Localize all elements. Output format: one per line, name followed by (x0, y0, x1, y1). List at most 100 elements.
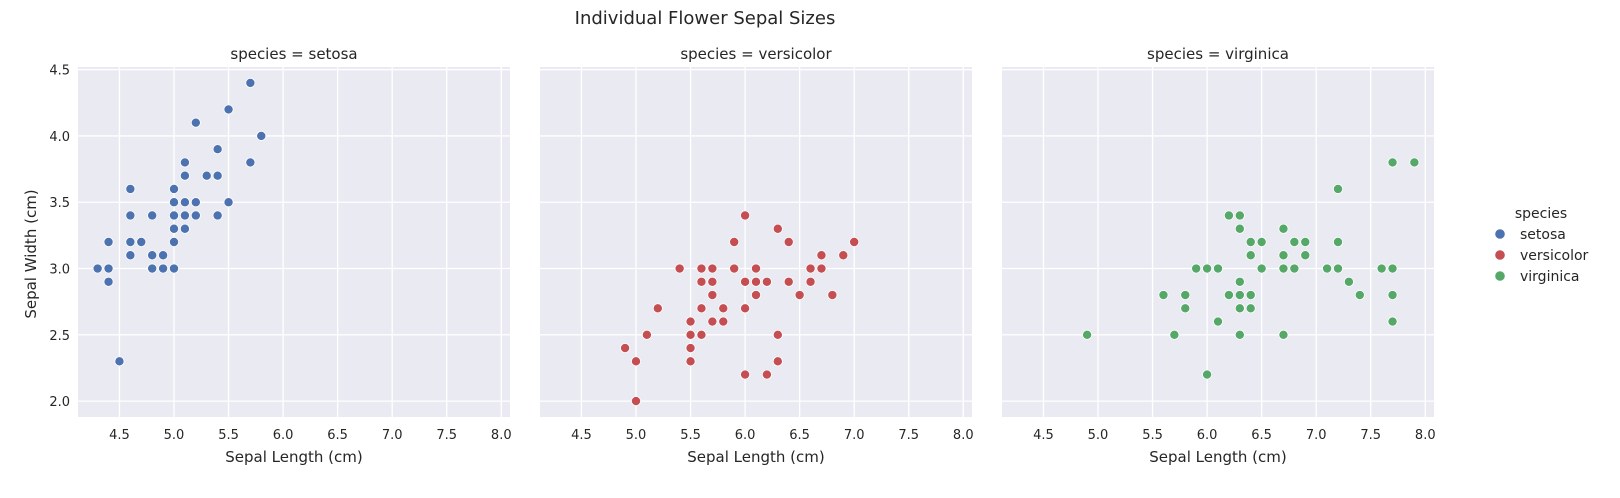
x-tick-label: 8.0 (491, 428, 512, 443)
x-tick-label: 5.5 (218, 428, 239, 443)
data-point-virginica (1158, 290, 1169, 301)
data-point-setosa (147, 263, 158, 274)
data-point-setosa (190, 210, 201, 221)
data-point-setosa (125, 236, 136, 247)
x-tick-label: 7.0 (844, 428, 865, 443)
data-point-virginica (1333, 263, 1344, 274)
data-point-versicolor (707, 316, 718, 327)
data-point-setosa (190, 197, 201, 208)
data-point-setosa (179, 157, 190, 168)
data-point-virginica (1234, 276, 1245, 287)
x-tick-label: 6.5 (327, 428, 348, 443)
data-point-setosa (212, 170, 223, 181)
data-point-versicolor (805, 263, 816, 274)
data-point-setosa (114, 356, 125, 367)
panel-title: species = virginica (1147, 45, 1289, 63)
data-point-versicolor (718, 303, 729, 314)
panel-title: species = versicolor (680, 45, 832, 63)
data-point-setosa (92, 263, 103, 274)
data-point-virginica (1245, 290, 1256, 301)
data-point-setosa (212, 210, 223, 221)
data-point-virginica (1234, 223, 1245, 234)
legend-label: versicolor (1520, 248, 1589, 264)
data-point-setosa (136, 236, 147, 247)
data-point-setosa (245, 157, 256, 168)
x-tick-label: 5.5 (680, 428, 701, 443)
data-point-virginica (1202, 263, 1213, 274)
panels-layer: 4.5 5.0 5.5 6.0 6.5 7.0 7.5 8.0 2.0 2.5 3.0 3.5 4.0 4… (49, 45, 1435, 466)
data-point-setosa (147, 250, 158, 261)
data-point-versicolor (631, 356, 642, 367)
legend-marker (1494, 270, 1506, 282)
data-point-virginica (1376, 263, 1387, 274)
x-tick-label: 5.5 (1142, 428, 1163, 443)
data-point-virginica (1180, 290, 1191, 301)
data-point-versicolor (685, 329, 696, 340)
data-point-virginica (1256, 263, 1267, 274)
x-tick-label: 6.0 (735, 428, 756, 443)
data-point-setosa (103, 263, 114, 274)
data-point-versicolor (631, 396, 642, 407)
data-point-versicolor (729, 263, 740, 274)
data-point-setosa (212, 144, 223, 155)
chart-title: Individual Flower Sepal Sizes (575, 8, 836, 29)
data-point-versicolor (718, 316, 729, 327)
data-point-versicolor (685, 356, 696, 367)
x-axis-label: Sepal Length (cm) (687, 448, 824, 466)
y-tick-label: 2.0 (49, 395, 70, 410)
data-point-versicolor (838, 250, 849, 261)
data-point-setosa (168, 183, 179, 194)
data-point-versicolor (707, 276, 718, 287)
data-point-virginica (1245, 250, 1256, 261)
data-point-setosa (125, 250, 136, 261)
data-point-versicolor (641, 329, 652, 340)
panel-virginica: 4.5 5.0 5.5 6.0 6.5 7.0 7.5 8.0 species = virgin… (1002, 45, 1436, 466)
data-point-versicolor (696, 329, 707, 340)
data-point-setosa (103, 236, 114, 247)
data-point-virginica (1234, 210, 1245, 221)
y-tick-label: 3.5 (49, 196, 70, 211)
data-point-virginica (1409, 157, 1420, 168)
x-tick-label: 7.5 (898, 428, 919, 443)
data-point-virginica (1333, 183, 1344, 194)
data-point-virginica (1202, 369, 1213, 380)
data-point-setosa (245, 77, 256, 88)
data-point-setosa (179, 170, 190, 181)
data-point-setosa (168, 223, 179, 234)
legend-label: virginica (1520, 269, 1580, 285)
panel-versicolor: 4.5 5.0 5.5 6.0 6.5 7.0 7.5 8.0 species = versic… (540, 45, 974, 466)
x-tick-label: 6.0 (273, 428, 294, 443)
legend-item-virginica: virginica (1494, 269, 1580, 285)
data-point-versicolor (696, 303, 707, 314)
data-point-versicolor (816, 263, 827, 274)
x-tick-label: 6.5 (789, 428, 810, 443)
data-point-versicolor (740, 369, 751, 380)
panel-setosa: 4.5 5.0 5.5 6.0 6.5 7.0 7.5 8.0 2.0 2.5 3.0 3.5 4.0 4… (49, 45, 511, 466)
data-point-versicolor (652, 303, 663, 314)
data-point-versicolor (740, 276, 751, 287)
legend-item-setosa: setosa (1494, 227, 1566, 243)
legend-marker (1494, 228, 1506, 240)
x-tick-label: 5.0 (164, 428, 185, 443)
x-tick-label: 5.0 (1088, 428, 1109, 443)
panel-background (540, 67, 972, 417)
data-point-setosa (179, 210, 190, 221)
x-tick-label: 6.0 (1197, 428, 1218, 443)
data-point-setosa (168, 210, 179, 221)
data-point-versicolor (685, 316, 696, 327)
data-point-virginica (1300, 250, 1311, 261)
data-point-setosa (223, 104, 234, 115)
data-point-setosa (201, 170, 212, 181)
data-point-virginica (1343, 276, 1354, 287)
y-tick-label: 4.5 (49, 64, 70, 79)
x-tick-label: 4.5 (571, 428, 592, 443)
data-point-virginica (1278, 329, 1289, 340)
panel-title: species = setosa (230, 45, 357, 63)
data-point-setosa (158, 250, 169, 261)
data-point-virginica (1387, 157, 1398, 168)
data-point-versicolor (751, 263, 762, 274)
data-point-virginica (1387, 290, 1398, 301)
data-point-versicolor (707, 263, 718, 274)
x-tick-label: 7.0 (382, 428, 403, 443)
